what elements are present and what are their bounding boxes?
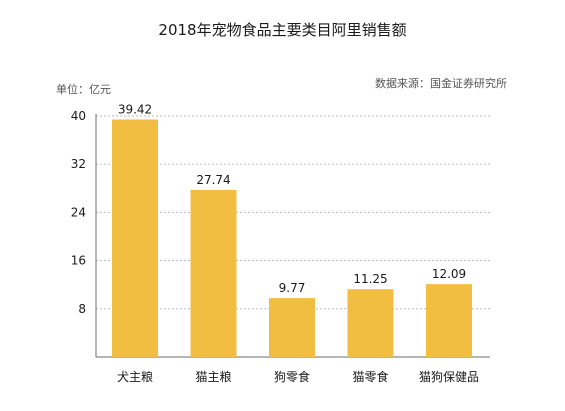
y-tick-label: 8 xyxy=(78,302,86,316)
data-label: 11.25 xyxy=(353,272,387,286)
category-label: 猫狗保健品 xyxy=(419,370,479,384)
labels-layer: 39.42 犬主粮 27.74 猫主粮 9.77 狗零食 11.25 猫零食 12.09 猫狗保健… xyxy=(117,102,479,384)
category-label: 犬主粮 xyxy=(117,369,153,384)
bar xyxy=(426,284,472,357)
category-label: 猫主粮 xyxy=(195,369,231,384)
chart-title: 2018年宠物食品主要类目阿里销售额 xyxy=(158,21,406,39)
data-label: 9.77 xyxy=(279,281,306,295)
y-tick-label: 32 xyxy=(71,157,86,171)
y-tick-label: 40 xyxy=(71,109,86,123)
category-label: 猫零食 xyxy=(352,369,388,384)
bars-layer xyxy=(112,119,472,357)
y-tick-label: 16 xyxy=(71,254,86,268)
bar xyxy=(347,289,394,357)
category-label: 狗零食 xyxy=(274,369,310,384)
y-tick-label: 24 xyxy=(71,205,86,219)
grid-layer xyxy=(96,115,490,310)
data-label: 12.09 xyxy=(432,267,466,281)
bar xyxy=(269,298,315,357)
bar xyxy=(112,119,158,357)
source-label: 数据来源：国金证券研究所 xyxy=(375,76,507,90)
unit-label: 单位：亿元 xyxy=(56,82,111,96)
data-label: 39.42 xyxy=(118,102,152,116)
bar xyxy=(190,189,237,357)
data-label: 27.74 xyxy=(196,173,230,187)
